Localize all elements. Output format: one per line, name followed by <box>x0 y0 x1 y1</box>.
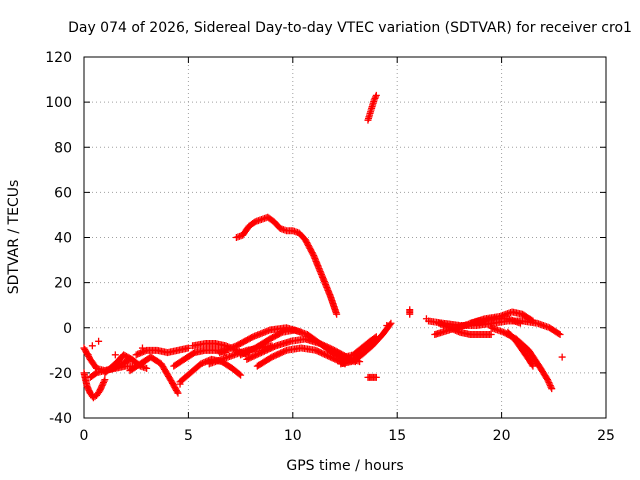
series-arc-24 <box>487 324 556 393</box>
data-point <box>176 380 184 388</box>
data-point <box>237 371 245 379</box>
x-tick-label: 5 <box>184 428 193 444</box>
data-point <box>370 96 378 104</box>
series-arc-25 <box>504 328 537 370</box>
series-arc-13 <box>216 324 305 357</box>
data-point <box>555 330 563 338</box>
series-arc-19 <box>364 373 380 381</box>
y-tick-label: 100 <box>45 95 72 111</box>
data-point <box>101 376 109 384</box>
data-point <box>544 376 552 384</box>
y-tick-label: 40 <box>54 231 72 247</box>
chart-title: Day 074 of 2026, Sidereal Day-to-day VTE… <box>68 20 632 36</box>
data-point <box>528 316 536 324</box>
series-arc-18 <box>364 91 380 124</box>
data-point <box>111 351 119 359</box>
x-tick-label: 10 <box>284 428 302 444</box>
data-layer <box>80 91 566 402</box>
y-tick-label: 0 <box>63 321 72 337</box>
data-point <box>546 380 554 388</box>
x-tick-label: 0 <box>80 428 89 444</box>
data-point <box>84 351 92 359</box>
data-point <box>544 377 552 385</box>
data-point <box>558 353 566 361</box>
y-tick-label: 120 <box>45 50 72 66</box>
data-point <box>372 91 380 99</box>
data-point <box>88 342 96 350</box>
data-point <box>386 320 394 328</box>
tick-layer: 0 5 10 15 20 25 -40 -20 0 20 40 60 80 100 120 <box>45 50 615 444</box>
x-axis-title: GPS time / hours <box>286 458 403 474</box>
data-point <box>235 370 243 378</box>
data-point <box>529 317 537 325</box>
data-point <box>184 344 192 352</box>
data-point <box>99 380 107 388</box>
data-point <box>529 362 537 370</box>
data-point <box>95 337 103 345</box>
data-point <box>516 319 524 327</box>
data-point <box>406 306 414 314</box>
y-tick-label: -20 <box>49 366 72 382</box>
x-tick-label: 25 <box>597 428 615 444</box>
data-point <box>138 344 146 352</box>
y-tick-label: 60 <box>54 185 72 201</box>
data-point <box>383 321 391 329</box>
series-arc-5 <box>126 353 182 397</box>
data-point <box>548 385 556 393</box>
grid-layer <box>84 57 606 418</box>
data-point <box>546 382 554 390</box>
y-tick-label: -40 <box>49 411 72 427</box>
series-arc-16 <box>341 333 380 361</box>
data-point <box>528 361 536 369</box>
data-point <box>372 373 380 381</box>
data-point <box>100 377 108 385</box>
x-tick-label: 20 <box>493 428 511 444</box>
series-arc-20 <box>406 306 414 318</box>
y-tick-label: 80 <box>54 140 72 156</box>
data-point <box>487 331 495 339</box>
data-point <box>143 364 151 372</box>
data-point <box>333 310 341 318</box>
data-point <box>281 347 289 355</box>
series-arc-8 <box>176 355 245 386</box>
series-arc-17 <box>232 213 341 318</box>
data-point <box>174 389 182 397</box>
data-point <box>545 379 553 387</box>
data-point <box>547 383 555 391</box>
data-point <box>99 379 107 387</box>
data-point <box>371 94 379 102</box>
data-point <box>556 331 564 339</box>
series-arc-26 <box>435 319 495 339</box>
data-point <box>372 93 380 101</box>
series-isolated-points <box>84 315 566 388</box>
data-point <box>422 315 430 323</box>
series-arc-7 <box>170 346 230 370</box>
data-point <box>387 319 395 327</box>
series-arc-1 <box>80 369 109 402</box>
x-tick-label: 15 <box>388 428 406 444</box>
data-point <box>173 388 181 396</box>
data-point <box>371 334 379 342</box>
y-tick-label: 20 <box>54 276 72 292</box>
series-arc-23 <box>466 308 537 327</box>
y-axis-title: SDTVAR / TECUs <box>6 180 22 295</box>
data-point <box>297 328 305 336</box>
data-point <box>372 333 380 341</box>
